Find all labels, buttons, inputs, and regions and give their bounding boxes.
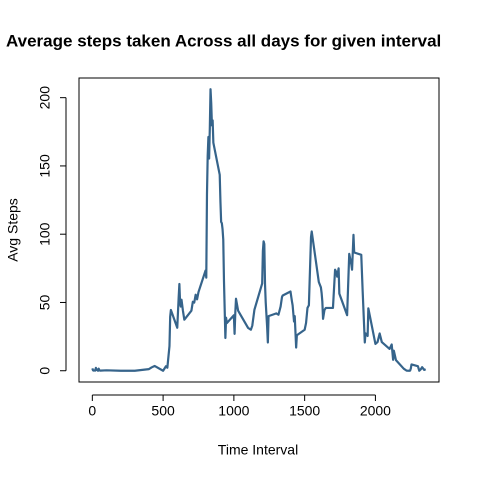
x-tick-label: 500 xyxy=(151,403,175,419)
y-tick-label: 50 xyxy=(37,294,53,310)
plot-box xyxy=(78,77,440,383)
y-axis-label: Avg Steps xyxy=(5,198,21,262)
x-axis-label: Time Interval xyxy=(218,442,298,458)
y-tick-label: 100 xyxy=(37,222,53,246)
x-tick-label: 0 xyxy=(88,403,96,419)
x-tick-label: 1000 xyxy=(218,403,249,419)
x-tick-label: 2000 xyxy=(360,403,391,419)
x-tick-label: 1500 xyxy=(289,403,320,419)
y-tick-label: 200 xyxy=(37,86,53,110)
y-tick-label: 0 xyxy=(37,367,53,375)
y-tick-label: 150 xyxy=(37,154,53,178)
chart-title: Average steps taken Across all days for … xyxy=(6,31,441,50)
data-line xyxy=(91,88,427,372)
